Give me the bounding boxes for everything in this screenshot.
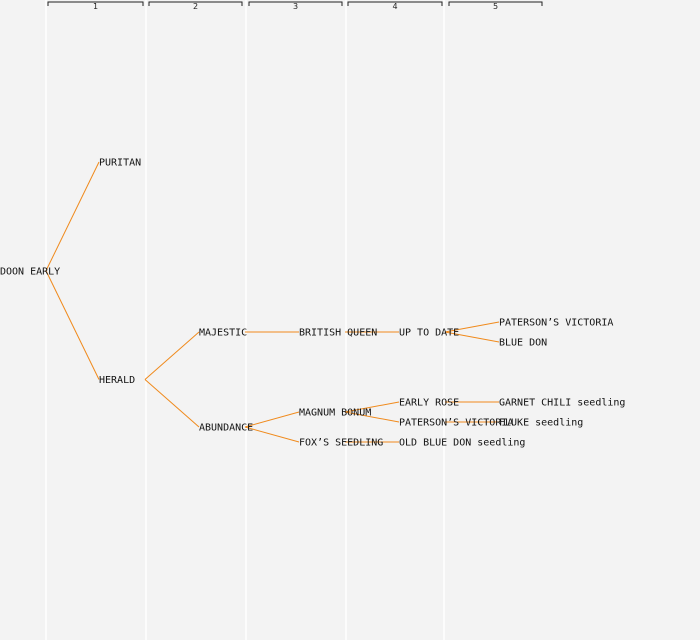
pedigree-edge — [244, 426, 300, 443]
node-label-puritan[interactable]: PURITAN — [99, 158, 141, 169]
generation-number: 4 — [392, 2, 397, 11]
pedigree-edge — [344, 401, 400, 413]
pedigree-edge — [244, 411, 300, 428]
generation-bracket — [47, 1, 144, 6]
node-label-up-to-date[interactable]: UP TO DATE — [399, 328, 459, 339]
node-label-garnet-chili-seedling[interactable]: GARNET CHILI seedling — [499, 398, 625, 409]
generation-bracket — [248, 1, 343, 6]
node-label-foxs-seedling[interactable]: FOX’S SEEDLING — [299, 438, 383, 449]
generation-number: 2 — [193, 2, 198, 11]
pedigree-edge — [144, 379, 200, 428]
generation-number: 5 — [493, 2, 498, 11]
pedigree-nodes: DOON EARLY PURITAN HERALD MAJESTIC ABUNDANCE… — [0, 158, 625, 449]
pedigree-edge — [45, 161, 100, 271]
generation-bracket — [148, 1, 243, 6]
generation-number: 3 — [293, 2, 298, 11]
node-label-doon-early[interactable]: DOON EARLY — [0, 266, 60, 277]
node-label-fluke-seedling[interactable]: FLUKE seedling — [499, 418, 583, 429]
node-label-herald[interactable]: HERALD — [99, 375, 135, 386]
generation-bracket — [448, 1, 543, 6]
node-label-patersons-victoria-4[interactable]: PATERSON’S VICTORIA — [399, 418, 513, 429]
node-label-british-queen[interactable]: BRITISH QUEEN — [299, 328, 377, 339]
node-label-magnum-bonum[interactable]: MAGNUM BONUM — [299, 408, 371, 419]
pedigree-edges — [45, 161, 500, 443]
pedigree-edge — [444, 321, 500, 333]
node-label-patersons-victoria-5[interactable]: PATERSON’S VICTORIA — [499, 318, 613, 329]
column-separators — [45, 0, 445, 640]
node-label-early-rose[interactable]: EARLY ROSE — [399, 398, 459, 409]
pedigree-edge — [344, 411, 400, 423]
node-label-blue-don[interactable]: BLUE DON — [499, 338, 547, 349]
pedigree-edge — [144, 331, 200, 380]
generation-number: 1 — [93, 2, 98, 11]
node-label-majestic[interactable]: MAJESTIC — [199, 328, 247, 339]
pedigree-edge — [45, 270, 100, 380]
node-label-old-blue-don-seedling[interactable]: OLD BLUE DON seedling — [399, 438, 525, 449]
node-label-abundance[interactable]: ABUNDANCE — [199, 423, 253, 434]
pedigree-edge — [444, 331, 500, 343]
generation-header: 1 2 3 4 5 — [47, 1, 543, 11]
generation-bracket — [347, 1, 443, 6]
